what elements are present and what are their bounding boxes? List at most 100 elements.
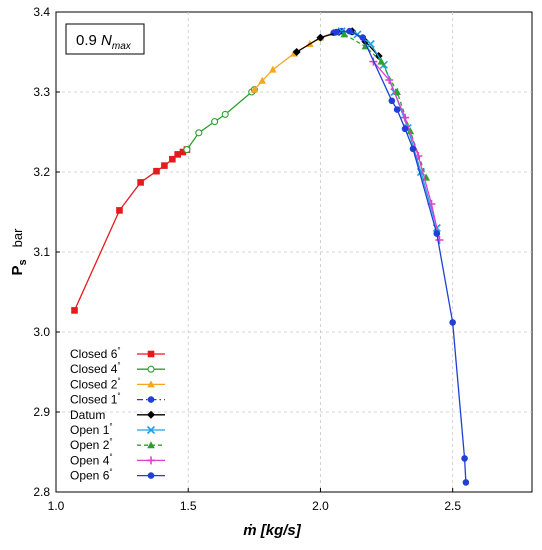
data-point (393, 106, 401, 113)
legend-marker (147, 396, 155, 403)
data-point (385, 76, 394, 84)
legend-label: Datum (70, 408, 105, 422)
data-point (258, 76, 267, 84)
data-point (433, 230, 441, 237)
data-point (401, 125, 409, 133)
ticks-layer: 2.8 2.9 3.0 3.1 3.2 3.3 3.4 1.0 1.5 2.0 2.5 (33, 5, 461, 513)
y-tick-label: 3.1 (33, 245, 50, 259)
legend-label-sup: ° (117, 376, 120, 385)
data-point (461, 455, 468, 462)
legend-label-sup: ° (109, 422, 112, 431)
data-point (406, 127, 415, 135)
legend-label-name: Open 1 (70, 423, 110, 437)
data-point (340, 30, 349, 38)
data-point (153, 167, 160, 175)
data-point (409, 145, 417, 153)
legend-label: Closed 1° (70, 392, 121, 407)
legend-item: Closed 4° (70, 361, 165, 376)
legend-item: Open 6° (70, 468, 165, 483)
data-point (137, 179, 144, 186)
legend-label-sup: ° (109, 437, 112, 446)
data-point (401, 113, 410, 122)
annotation-box: 0.9 Nmax (65, 23, 145, 55)
y-axis-title-sub: s (17, 259, 29, 265)
data-point (269, 65, 277, 73)
legend-label-name: Open 4 (70, 453, 110, 467)
y-tick-label: 2.8 (33, 485, 50, 499)
data-point (333, 28, 340, 36)
data-point (462, 479, 470, 486)
legend-marker (147, 350, 155, 358)
legend-label-sup: ° (109, 468, 112, 477)
legend-marker (147, 472, 155, 479)
y-axis-title: Ps bar (9, 228, 29, 276)
y-axis-title-unit: bar (10, 228, 25, 247)
legend-label-name: Closed 4 (70, 362, 118, 376)
data-point (292, 48, 301, 56)
y-tick-label: 3.0 (33, 325, 50, 339)
legend-label-sup: ° (117, 392, 120, 401)
x-tick-label: 2.5 (444, 499, 461, 513)
legend-label: Open 2° (70, 437, 113, 452)
legend: Closed 6°Closed 4°Closed 2°Closed 1°Datu… (70, 346, 165, 483)
data-point (183, 146, 191, 154)
data-point (221, 110, 229, 118)
legend-label-name: Datum (70, 408, 105, 422)
legend-label: Closed 2° (70, 376, 121, 391)
data-point (174, 151, 181, 158)
x-tick-label: 2.0 (312, 499, 329, 513)
data-point (161, 162, 168, 169)
legend-marker (147, 441, 155, 449)
data-point (250, 85, 259, 93)
legend-item: Closed 1° (70, 392, 165, 407)
data-point (435, 236, 444, 244)
data-point (116, 207, 123, 214)
x-axis-title: ṁ [kg/s] (243, 522, 302, 539)
legend-label: Open 1° (70, 422, 113, 437)
legend-label: Open 4° (70, 452, 113, 467)
legend-label: Open 6° (70, 468, 113, 483)
legend-marker (147, 456, 155, 465)
svg-text:0.9 Nmax: 0.9 Nmax (76, 32, 132, 52)
legend-item: Open 1° (70, 422, 165, 437)
data-point (195, 129, 203, 137)
legend-item: Open 2° (70, 437, 165, 452)
svg-text:Psbar: Ps bar (9, 228, 29, 276)
series-open-6 (333, 27, 470, 486)
legend-marker (146, 425, 156, 435)
legend-label-sup: ° (117, 361, 120, 370)
legend-item: Closed 6° (70, 346, 165, 361)
y-tick-label: 2.9 (33, 405, 50, 419)
series-layer (71, 27, 470, 486)
data-point (316, 33, 325, 42)
annotation-prefix: 0.9 (76, 32, 101, 49)
legend-label-sup: ° (109, 452, 112, 461)
data-point (449, 319, 456, 326)
y-axis-title-main: P (9, 265, 26, 275)
legend-marker (147, 365, 155, 373)
data-point (366, 39, 375, 49)
legend-label-sup: ° (117, 346, 120, 355)
legend-label: Closed 4° (70, 361, 121, 376)
y-tick-label: 3.2 (33, 165, 50, 179)
data-point (388, 97, 396, 105)
x-tick-label: 1.5 (180, 499, 197, 513)
legend-label: Closed 6° (70, 346, 121, 361)
data-point (377, 57, 386, 65)
x-tick-label: 1.0 (48, 499, 65, 513)
legend-label-name: Closed 6 (70, 347, 118, 361)
legend-item: Open 4° (70, 452, 165, 467)
y-tick-label: 3.4 (33, 5, 50, 19)
data-point (169, 155, 176, 163)
grid-layer (56, 12, 532, 492)
series-line (372, 61, 441, 241)
y-tick-label: 3.3 (33, 85, 50, 99)
annotation-sub: max (112, 41, 132, 52)
annotation-main: N (101, 32, 112, 49)
legend-label-name: Open 6 (70, 469, 110, 483)
legend-marker (147, 410, 155, 419)
data-point (71, 307, 78, 314)
legend-item: Datum (70, 408, 165, 422)
data-point (179, 148, 187, 156)
